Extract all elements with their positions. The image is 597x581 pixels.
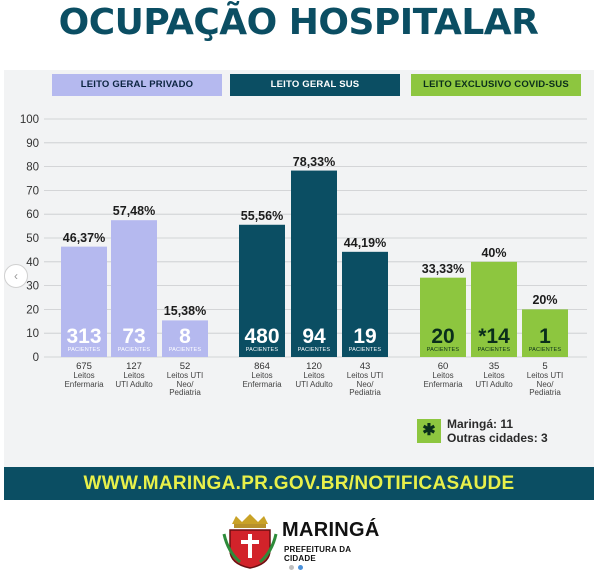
bar-patients-label: PACIENTES (245, 347, 279, 353)
bar-patients-label: PACIENTES (67, 347, 101, 353)
bar (420, 277, 466, 357)
bar-patients-label: PACIENTES (168, 347, 202, 353)
bar-percent-label: 57,48% (112, 204, 156, 219)
bar-category-label: Leitos (73, 371, 95, 380)
note-maringa: Maringá: 11 (447, 417, 514, 431)
bar-beds-count: 52 (179, 361, 191, 372)
y-tick-label: 60 (26, 209, 39, 221)
bar-beds-count: 35 (488, 361, 500, 372)
bar-category-label: Neo/ (536, 379, 554, 389)
bar-beds-count: 43 (359, 361, 371, 372)
bar-category-label: Leitos (251, 371, 273, 380)
bar-category-label: Leitos UTI (346, 371, 384, 380)
bar-beds-count: 60 (437, 361, 449, 372)
asterisk-icon: ✱ (417, 419, 441, 443)
y-tick-label: 80 (26, 162, 39, 174)
carousel-dot-active[interactable] (298, 565, 303, 570)
bar-category-label: Neo/ (176, 379, 194, 389)
bar-patients-count: *14 (478, 325, 510, 348)
bar-category-label: Pediatria (529, 388, 561, 397)
bar-category-label: Leitos (483, 371, 505, 380)
bar-percent-label: 46,37% (62, 230, 106, 245)
group-header-label: LEITO GERAL PRIVADO (80, 79, 194, 90)
bar-category-label: UTI Adulto (295, 379, 333, 389)
bar-patients-label: PACIENTES (297, 347, 331, 353)
bar-beds-count: 127 (126, 361, 142, 372)
group-header-bg (230, 74, 400, 96)
logo-name: MARINGÁ (282, 519, 380, 541)
bar-patients-count: 19 (353, 325, 377, 348)
bar (522, 309, 568, 357)
bar-category-label: Enfermaria (64, 379, 104, 389)
bar-beds-count: 5 (542, 361, 548, 372)
bar-category-label: Leitos UTI (166, 371, 204, 380)
bar (471, 261, 517, 357)
bar-patients-count: 94 (302, 325, 326, 348)
y-tick-label: 70 (26, 185, 39, 197)
bar-patients-label: PACIENTES (117, 347, 151, 353)
y-tick-label: 90 (26, 138, 39, 150)
bar-category-label: Enfermaria (242, 379, 282, 389)
bar (239, 224, 285, 357)
bar-category-label: UTI Adulto (475, 379, 513, 389)
page-title: OCUPAÇÃO HOSPITALAR (58, 2, 539, 43)
bar-patients-count: 20 (431, 325, 455, 348)
note-outras-cidades: Outras cidades: 3 (447, 431, 548, 445)
bar (162, 320, 208, 357)
y-tick-label: 10 (26, 328, 39, 340)
y-tick-label: 50 (26, 233, 39, 245)
bar-beds-count: 864 (254, 361, 270, 372)
y-tick-label: 100 (20, 114, 39, 126)
bar (61, 246, 107, 357)
bar-patients-count: 8 (179, 325, 191, 348)
bar-category-label: UTI Adulto (115, 379, 153, 389)
bar-percent-label: 15,38% (163, 304, 207, 319)
bar-chart: 0 10 20 30 40 50 60 70 80 90 100 (20, 74, 587, 364)
bar-percent-label: 33,33% (421, 261, 465, 276)
bar-category-label: Pediatria (169, 388, 201, 397)
bar-patients-count: 313 (66, 325, 102, 348)
y-tick-label: 30 (26, 281, 39, 293)
chart-panel: 0 10 20 30 40 50 60 70 80 90 100 LEITO GERAL PRIVA… (4, 70, 594, 496)
y-tick-label: 20 (26, 304, 39, 316)
y-tick-label: 40 (26, 257, 39, 269)
bar (111, 220, 157, 357)
bar (342, 251, 388, 357)
bar-category-label: Pediatria (349, 388, 381, 397)
bar-patients-label: PACIENTES (477, 347, 511, 353)
bar-percent-label: 78,33% (292, 154, 336, 169)
bar-percent-label: 40% (481, 245, 507, 260)
group-header-bg (52, 74, 222, 96)
bar-patients-count: 480 (244, 325, 280, 348)
bar-beds-count: 120 (306, 361, 322, 372)
carousel-dot[interactable] (289, 565, 294, 570)
bar-category-label: Leitos (123, 371, 145, 380)
logo-subtitle: PREFEITURA DA CIDADE (284, 545, 351, 563)
bar-beds-count: 675 (76, 361, 92, 372)
bar-category-label: Neo/ (356, 379, 374, 389)
y-tick-label: 0 (33, 352, 39, 364)
bar (291, 170, 337, 357)
bar-category-label: Leitos UTI (526, 371, 564, 380)
bar-patients-count: 1 (539, 325, 551, 348)
bar-patients-count: 73 (122, 325, 146, 348)
website-link[interactable]: WWW.MARINGA.PR.GOV.BR/NOTIFICASAUDE (4, 467, 594, 500)
bar-category-label: Leitos (432, 371, 454, 380)
group-header-label: LEITO GERAL SUS (270, 79, 360, 90)
chevron-left-icon[interactable]: ‹ (4, 264, 28, 288)
bar-percent-label: 20% (532, 293, 558, 308)
bar-category-label: Leitos (303, 371, 325, 380)
bar-patients-label: PACIENTES (348, 347, 382, 353)
bar-percent-label: 55,56% (240, 208, 284, 223)
group-header-bg (411, 74, 581, 96)
bar-category-label: Enfermaria (423, 379, 463, 389)
covid-note: ✱ Maringá: 11 Outras cidades: 3 (417, 415, 581, 445)
bar-patients-label: PACIENTES (426, 347, 460, 353)
coat-of-arms-icon (222, 514, 278, 569)
bar-percent-label: 44,19% (343, 235, 387, 250)
prefeitura-logo: MARINGÁ PREFEITURA DA CIDADE (222, 512, 382, 572)
group-header-label: LEITO EXCLUSIVO COVID-SUS (423, 79, 569, 90)
bar-patients-label: PACIENTES (528, 347, 562, 353)
